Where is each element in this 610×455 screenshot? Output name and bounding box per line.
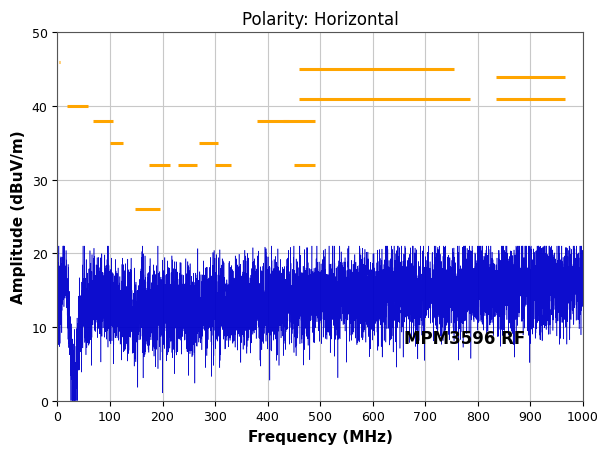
X-axis label: Frequency (MHz): Frequency (MHz) (248, 429, 393, 444)
Title: Polarity: Horizontal: Polarity: Horizontal (242, 11, 398, 29)
Text: MPM3596 RF: MPM3596 RF (404, 329, 525, 347)
Y-axis label: Amplitude (dBuV/m): Amplitude (dBuV/m) (11, 131, 26, 303)
